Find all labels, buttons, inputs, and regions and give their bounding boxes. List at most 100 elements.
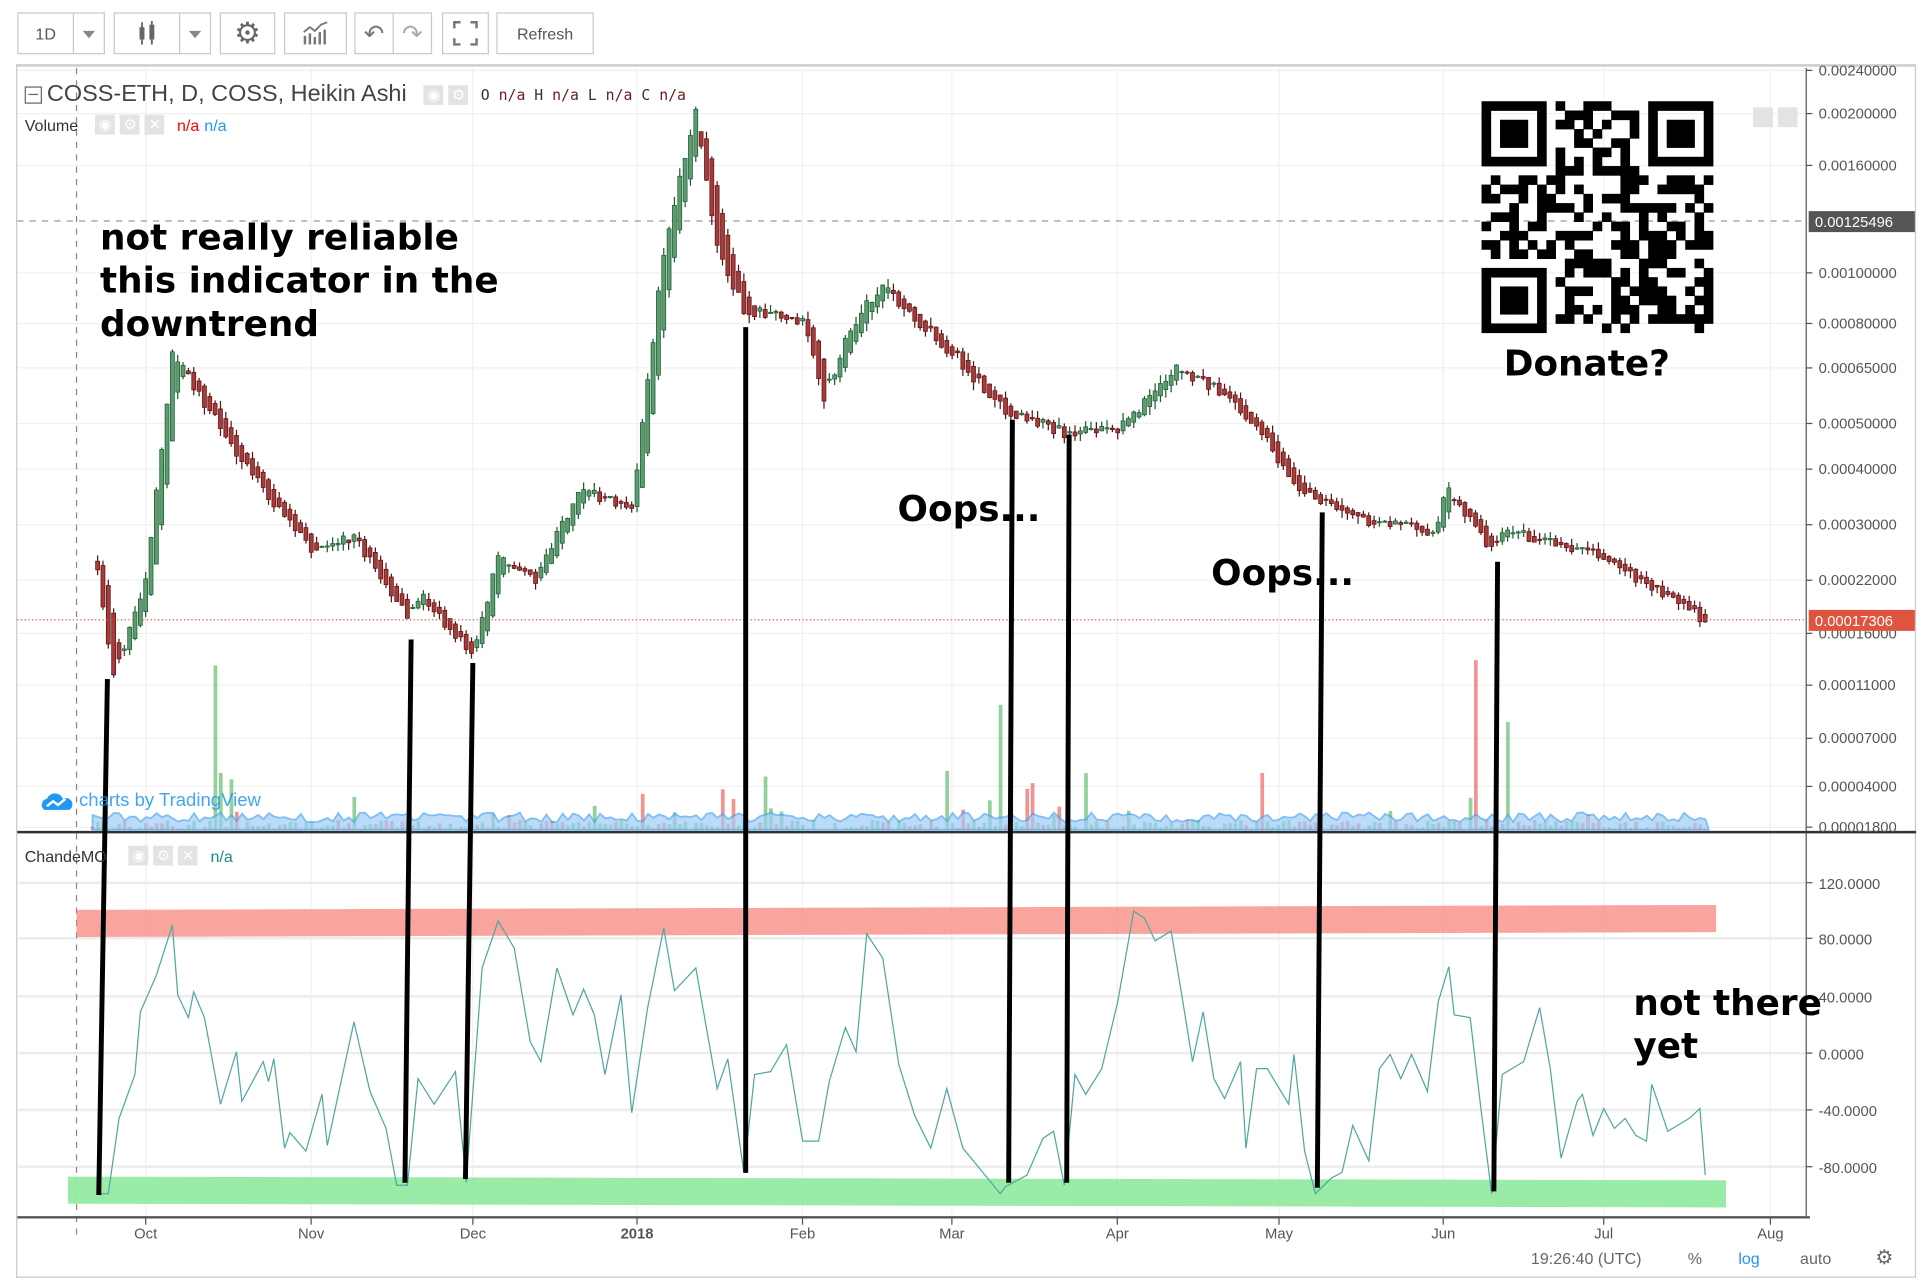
candle-body: [773, 311, 779, 314]
candle-body: [1035, 417, 1040, 427]
qr-module: [1518, 101, 1529, 111]
qr-module: [1583, 203, 1594, 213]
qr-module: [1703, 156, 1714, 167]
candle: [1633, 568, 1639, 587]
close-icon[interactable]: ✕: [178, 845, 199, 866]
annotation-line: yet: [1633, 1024, 1699, 1067]
qr-module: [1583, 101, 1594, 111]
candle: [1024, 410, 1030, 424]
qr-module: [1648, 230, 1658, 241]
candle: [1312, 487, 1318, 500]
candle: [923, 319, 928, 337]
candle: [533, 568, 538, 590]
qr-module: [1638, 258, 1649, 269]
candle-body: [1515, 531, 1521, 534]
candle-body: [1660, 585, 1665, 598]
interval-dropdown[interactable]: [72, 12, 105, 55]
qr-module: [1601, 193, 1612, 204]
candle: [1612, 557, 1617, 566]
qr-module: [1481, 314, 1492, 324]
candle: [1606, 554, 1612, 565]
candle-body: [511, 564, 517, 569]
candle-body: [410, 607, 416, 610]
candle-body: [597, 491, 603, 502]
qr-module: [1583, 110, 1594, 121]
qr-module: [1500, 230, 1510, 241]
candle: [736, 264, 741, 294]
candle: [1126, 416, 1131, 428]
qr-module: [1648, 147, 1658, 158]
gear-icon[interactable]: ⚙: [1875, 1248, 1894, 1270]
gear-icon[interactable]: ⚙: [448, 85, 469, 105]
log-scale-toggle[interactable]: log: [1738, 1249, 1760, 1268]
gear-icon[interactable]: ⚙: [120, 114, 140, 135]
undo-button[interactable]: ↶: [354, 12, 394, 55]
candle: [1558, 537, 1564, 548]
qr-module: [1500, 323, 1510, 334]
candle: [581, 482, 586, 509]
candle: [1483, 520, 1489, 548]
qr-module: [1685, 240, 1695, 250]
fullscreen-button[interactable]: [441, 12, 489, 55]
qr-module: [1657, 156, 1668, 167]
candle: [405, 593, 410, 619]
candle-body: [1072, 431, 1078, 437]
candle-body: [1094, 428, 1099, 434]
qr-module: [1592, 156, 1603, 167]
settings-button[interactable]: ⚙: [219, 12, 276, 55]
qr-module: [1592, 221, 1603, 232]
candle-body: [1644, 576, 1649, 585]
candle-body: [1489, 535, 1494, 547]
candle: [202, 383, 207, 415]
candle-body: [965, 360, 971, 373]
redo-button[interactable]: ↷: [392, 12, 433, 55]
candle: [1291, 462, 1297, 486]
candle: [287, 503, 293, 528]
interval-button[interactable]: 1D: [17, 12, 75, 55]
auto-scale-toggle[interactable]: auto: [1800, 1249, 1832, 1268]
chart-style-button[interactable]: [113, 12, 181, 55]
candle: [330, 537, 335, 552]
candle: [469, 637, 474, 659]
candle-body: [688, 135, 693, 180]
candle: [1478, 514, 1484, 536]
qr-module: [1657, 304, 1668, 315]
indicators-button[interactable]: [283, 12, 347, 55]
gear-icon[interactable]: ⚙: [153, 845, 174, 866]
qr-module: [1666, 101, 1677, 111]
qr-module: [1666, 156, 1677, 167]
volume-bar: [352, 796, 357, 830]
time-tick-label: May: [1265, 1226, 1294, 1242]
collapse-legend-icon[interactable]: [24, 86, 42, 104]
candle-body: [607, 496, 613, 498]
qr-module: [1601, 323, 1612, 334]
candle: [1275, 434, 1281, 468]
candle-body: [736, 270, 741, 293]
candle-body: [276, 497, 282, 507]
cmo-tick-label: -40.0000: [1819, 1104, 1877, 1120]
qr-module: [1518, 267, 1529, 278]
candle: [1398, 520, 1404, 531]
eye-icon[interactable]: ◉: [95, 114, 116, 135]
qr-module: [1518, 286, 1529, 297]
tradingview-watermark[interactable]: charts by TradingView: [40, 790, 261, 811]
eye-icon[interactable]: ◉: [128, 845, 149, 866]
annotation-line: [1006, 419, 1015, 1183]
qr-module: [1490, 193, 1501, 204]
close-icon[interactable]: ✕: [144, 114, 165, 135]
candle: [624, 496, 629, 510]
percent-scale-toggle[interactable]: %: [1687, 1249, 1702, 1268]
price-tick-label: 0.00001800: [1819, 820, 1897, 836]
candle: [677, 168, 683, 234]
qr-module: [1490, 156, 1501, 167]
eye-icon[interactable]: ◉: [423, 85, 444, 105]
candle-body: [1264, 427, 1270, 439]
qr-module: [1648, 286, 1658, 297]
candle-body: [282, 501, 287, 517]
qr-module: [1601, 119, 1612, 130]
candle: [1286, 454, 1291, 478]
chart-style-dropdown[interactable]: [179, 12, 212, 55]
candle: [832, 373, 838, 386]
refresh-button[interactable]: Refresh: [496, 12, 594, 55]
